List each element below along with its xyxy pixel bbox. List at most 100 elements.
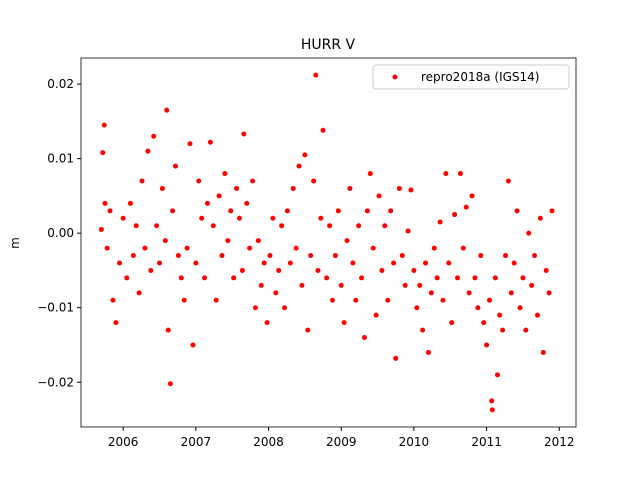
point — [546, 290, 552, 296]
point — [219, 253, 225, 259]
point — [417, 282, 423, 288]
plot-frame — [80, 57, 577, 428]
legend-marker — [392, 74, 398, 80]
point — [302, 152, 308, 158]
point — [178, 275, 184, 281]
point — [145, 148, 151, 154]
point — [540, 349, 546, 355]
point — [273, 290, 279, 296]
x-tick-label: 2006 — [108, 435, 139, 449]
point — [452, 212, 458, 218]
point — [102, 200, 108, 206]
point — [379, 267, 385, 273]
point — [239, 267, 245, 273]
point — [181, 297, 187, 303]
point — [466, 290, 472, 296]
point — [494, 372, 500, 378]
point — [287, 260, 293, 266]
point — [276, 267, 282, 273]
point — [505, 178, 511, 184]
point — [446, 260, 452, 266]
y-tick-label: −0.02 — [37, 375, 74, 389]
point — [318, 215, 324, 221]
point — [523, 327, 529, 333]
point — [210, 223, 216, 229]
point — [511, 260, 517, 266]
point — [437, 219, 443, 225]
point — [338, 282, 344, 288]
point — [241, 131, 247, 137]
point — [170, 208, 176, 214]
point — [399, 253, 405, 259]
point — [162, 238, 168, 244]
point — [101, 122, 107, 128]
point — [455, 275, 461, 281]
point — [469, 193, 475, 199]
point — [532, 253, 538, 259]
point — [110, 297, 116, 303]
point — [440, 297, 446, 303]
point — [347, 185, 353, 191]
point — [130, 253, 136, 259]
point — [353, 297, 359, 303]
point — [154, 223, 160, 229]
point — [142, 245, 148, 251]
point — [157, 260, 163, 266]
point — [261, 260, 267, 266]
point — [234, 185, 240, 191]
point — [478, 253, 484, 259]
point — [250, 178, 256, 184]
point — [107, 208, 113, 214]
point — [165, 327, 171, 333]
legend-box — [372, 64, 570, 90]
point — [385, 297, 391, 303]
point — [370, 245, 376, 251]
point — [284, 208, 290, 214]
point — [434, 275, 440, 281]
point — [136, 290, 142, 296]
point — [207, 139, 213, 145]
point — [327, 223, 333, 229]
point — [202, 275, 208, 281]
point — [449, 320, 455, 326]
point — [113, 320, 119, 326]
point — [264, 320, 270, 326]
point — [364, 208, 370, 214]
point — [431, 245, 437, 251]
point — [167, 381, 173, 387]
x-tick-label: 2010 — [399, 435, 430, 449]
y-tick-label: 0.00 — [47, 226, 74, 240]
point — [187, 141, 193, 147]
point — [526, 230, 532, 236]
point — [472, 275, 478, 281]
point — [100, 150, 106, 156]
point — [388, 208, 394, 214]
point — [402, 282, 408, 288]
point — [124, 275, 130, 281]
x-tick-label: 2009 — [326, 435, 357, 449]
point — [475, 305, 481, 311]
point — [463, 204, 469, 210]
point — [405, 228, 411, 234]
point — [497, 312, 503, 318]
y-tick-label: 0.01 — [47, 152, 74, 166]
point — [484, 342, 490, 348]
point — [247, 245, 253, 251]
point — [492, 275, 498, 281]
point — [329, 297, 335, 303]
legend-label: repro2018a (IGS14) — [421, 70, 539, 84]
y-axis-label: m — [8, 237, 22, 249]
point — [120, 215, 126, 221]
point — [196, 178, 202, 184]
point — [537, 215, 543, 221]
point — [520, 275, 526, 281]
point — [175, 253, 181, 259]
point — [98, 226, 104, 232]
point — [489, 407, 495, 413]
point — [190, 342, 196, 348]
point — [443, 171, 449, 177]
x-tick-label: 2008 — [253, 435, 284, 449]
point — [293, 245, 299, 251]
x-tick-label: 2007 — [181, 435, 212, 449]
